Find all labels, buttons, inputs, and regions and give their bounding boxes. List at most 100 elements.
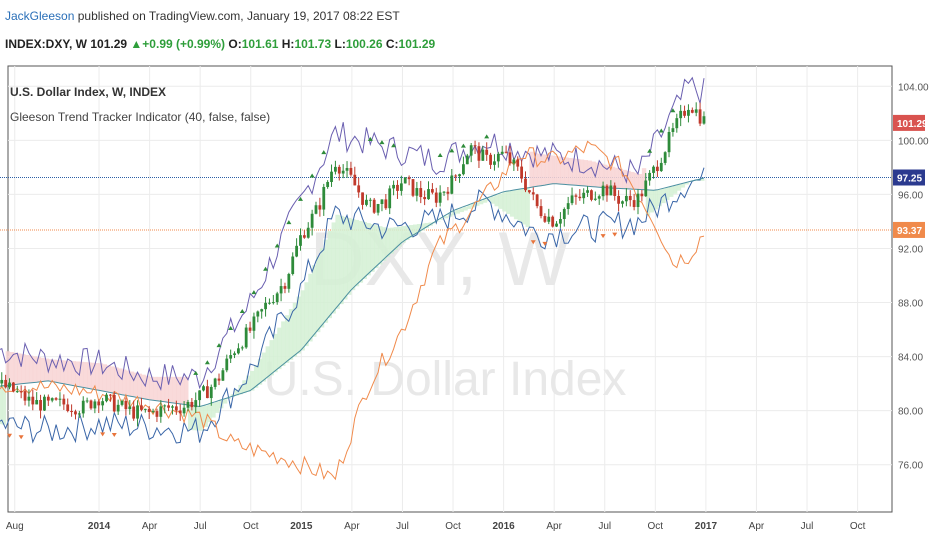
- buy-arrow-icon: [251, 290, 257, 295]
- fill-segment: [261, 352, 267, 382]
- fill-segment: [36, 357, 42, 383]
- fill-segment: [149, 376, 154, 400]
- candle-body: [551, 216, 555, 227]
- fill-segment: [90, 362, 96, 389]
- watermark-name: U.S. Dollar Index: [264, 353, 627, 406]
- candle-body: [500, 151, 504, 154]
- fill-segment: [257, 358, 263, 385]
- fill-segment: [207, 404, 212, 423]
- fill-segment: [156, 376, 162, 401]
- fill-segment: [222, 399, 228, 404]
- candle-body: [85, 400, 89, 402]
- candle-body: [621, 201, 624, 204]
- sell-arrow-icon: [7, 433, 13, 438]
- candle-body: [694, 109, 698, 113]
- candle-body: [159, 406, 163, 417]
- fill-segment: [316, 256, 321, 333]
- buy-arrow-icon: [239, 308, 245, 313]
- fill-segment: [296, 296, 301, 354]
- quote-line: INDEX:DXY, W 101.29 ▲+0.99 (+0.99%) O:10…: [5, 37, 435, 51]
- price-badge-label: 101.29: [897, 119, 928, 130]
- candle-body: [640, 193, 644, 197]
- fill-segment: [444, 216, 449, 219]
- fill-segment: [304, 282, 309, 347]
- candle-body: [698, 109, 702, 124]
- candle-body: [15, 391, 19, 393]
- candle-body: [89, 400, 93, 409]
- candle-body: [349, 167, 353, 175]
- fill-segment: [381, 227, 387, 261]
- candle-body: [477, 146, 481, 161]
- x-tick-label: Jul: [598, 521, 611, 532]
- candle-body: [260, 309, 264, 312]
- fill-segment: [79, 361, 84, 387]
- buy-arrow-icon: [484, 134, 490, 139]
- candle-body: [229, 355, 233, 359]
- fill-segment: [486, 198, 492, 202]
- candle-body: [326, 182, 330, 187]
- indicator-lines: [0, 76, 705, 481]
- fill-segment: [509, 190, 515, 217]
- fill-segment: [335, 214, 340, 309]
- candle-body: [516, 159, 520, 167]
- candle-body: [407, 177, 411, 180]
- candle-body: [384, 199, 388, 209]
- candle-body: [524, 178, 527, 191]
- fill-segment: [292, 302, 298, 357]
- buy-arrow-icon: [274, 243, 280, 248]
- candle-body: [81, 400, 85, 414]
- fill-segment: [106, 365, 111, 392]
- fill-segment: [308, 273, 313, 342]
- fill-segment: [416, 224, 422, 233]
- candle-body: [31, 396, 35, 405]
- candle-body: [62, 398, 66, 405]
- candle-body: [531, 192, 535, 195]
- author-link[interactable]: JackGleeson: [5, 9, 75, 23]
- fill-segment: [319, 248, 325, 328]
- candle-body: [555, 223, 558, 227]
- buy-arrow-icon: [309, 173, 315, 178]
- candle-body: [93, 401, 97, 409]
- candle-body: [535, 194, 539, 207]
- candle-body: [372, 199, 376, 213]
- candle-body: [450, 175, 454, 194]
- candle-body: [427, 189, 430, 200]
- fill-segment: [71, 361, 76, 386]
- candle-body: [586, 190, 589, 193]
- candle-body: [690, 109, 694, 113]
- fill-segment: [362, 222, 367, 280]
- candle-body: [283, 286, 287, 289]
- fill-segment: [160, 376, 166, 402]
- fill-segment: [191, 405, 197, 431]
- candle-body: [221, 370, 225, 381]
- fill-segment: [184, 376, 189, 405]
- fill-segment: [490, 196, 495, 204]
- fill-segment: [350, 218, 356, 291]
- fill-segment: [595, 162, 600, 187]
- fill-segment: [59, 360, 65, 384]
- candle-body: [605, 185, 609, 196]
- candle-body: [392, 184, 395, 189]
- fill-segment: [83, 362, 88, 388]
- buy-arrow-icon: [647, 148, 653, 153]
- candle-body: [120, 400, 124, 405]
- plot-frame: [7, 65, 893, 513]
- candle-body: [353, 174, 357, 186]
- candle-body: [209, 386, 213, 399]
- fill-segment: [323, 239, 329, 323]
- candle-body: [279, 286, 283, 294]
- x-tick-label: Apr: [344, 521, 360, 532]
- fill-segment: [98, 363, 104, 391]
- candle-body: [225, 358, 229, 371]
- candle-body: [659, 162, 663, 172]
- fill-segment: [622, 169, 627, 189]
- candle-body: [368, 199, 372, 201]
- candle-body: [361, 192, 364, 205]
- fill-segment: [32, 356, 38, 383]
- fill-segment: [28, 355, 34, 383]
- fill-segment: [575, 159, 581, 186]
- change-value: +0.99 (+0.99%): [142, 37, 226, 51]
- candle-body: [652, 166, 655, 173]
- last-price: 101.29: [90, 37, 128, 51]
